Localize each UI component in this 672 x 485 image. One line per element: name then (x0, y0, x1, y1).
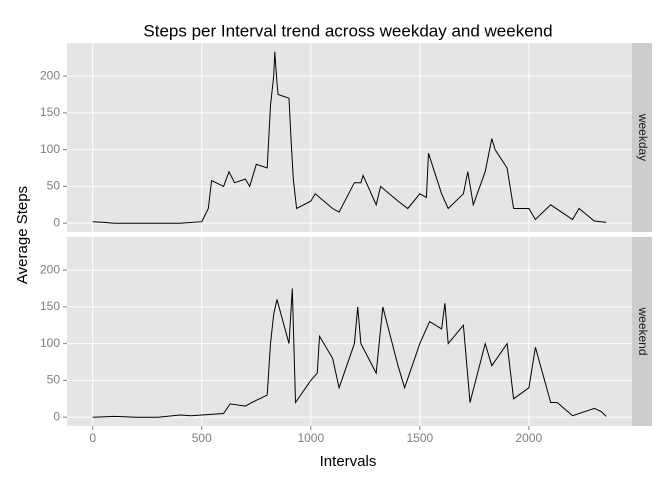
y-tick-label: 150 (40, 105, 60, 119)
line (92, 51, 607, 224)
y-tick-label: 50 (47, 179, 61, 193)
strip (632, 237, 652, 426)
x-tick-label: 2000 (516, 431, 543, 445)
y-tick-label: 50 (47, 373, 61, 387)
y-tick-label: 100 (40, 336, 60, 350)
y-tick-label: 100 (40, 142, 60, 156)
x-axis-title: Intervals (320, 453, 377, 470)
y-axis-title: Average Steps (14, 186, 31, 284)
y-tick-label: 200 (40, 68, 60, 82)
strip-label: weekday (636, 113, 650, 161)
y-tick-label: 150 (40, 299, 60, 313)
strip-label: weekend (636, 306, 650, 355)
x-tick-label: 1500 (406, 431, 433, 445)
panel (67, 43, 632, 232)
x-tick-label: 1000 (297, 431, 324, 445)
panel (67, 237, 632, 426)
x-tick-label: 500 (192, 431, 212, 445)
y-tick-label: 200 (40, 262, 60, 276)
x-tick-label: 0 (89, 431, 96, 445)
y-tick-label: 0 (53, 215, 60, 229)
line (92, 288, 607, 418)
y-tick-label: 0 (53, 409, 60, 423)
strip (632, 43, 652, 232)
chart-title: Steps per Interval trend across weekday … (143, 21, 552, 40)
